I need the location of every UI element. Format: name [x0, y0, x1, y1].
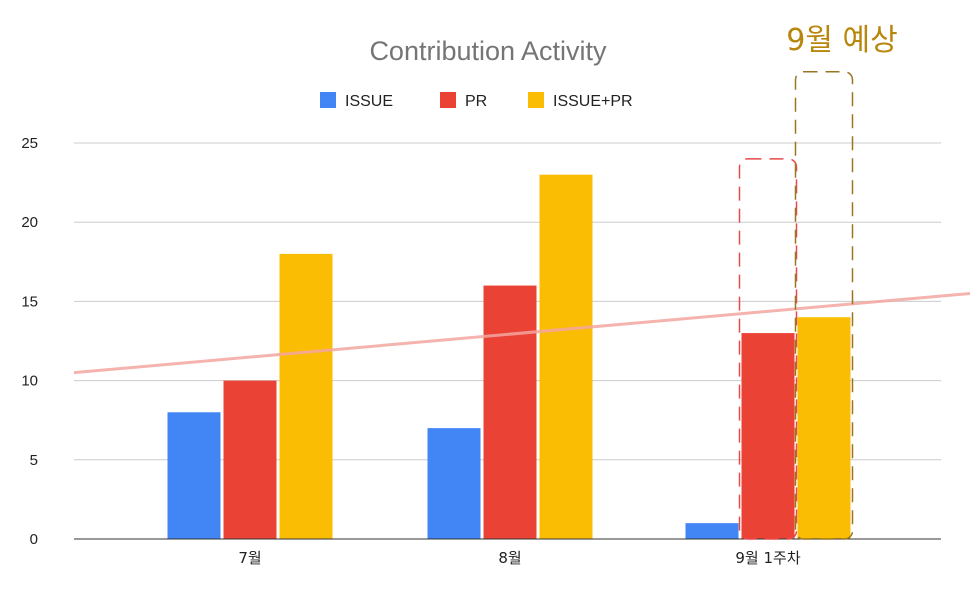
bar-pr: [223, 380, 277, 539]
trendline: [73, 291, 971, 375]
highlight-box: [738, 158, 798, 540]
bar-issue-pr: [279, 253, 333, 539]
legend-label: ISSUE: [345, 93, 393, 110]
legend: ISSUE PR ISSUE+PR: [320, 92, 633, 110]
y-tick-label: 10: [21, 373, 38, 390]
x-tick-label: 9월 1주차: [735, 549, 800, 567]
legend-label: ISSUE+PR: [553, 93, 633, 110]
legend-swatch: [440, 92, 456, 108]
y-axis-ticks: 0 5 10 15 20 25: [21, 135, 38, 548]
chart-title: Contribution Activity: [369, 36, 607, 66]
y-tick-label: 0: [30, 531, 38, 548]
bar-pr: [741, 333, 795, 539]
bar-issue-pr: [539, 174, 593, 539]
y-tick-label: 15: [21, 293, 38, 310]
forecast-annotation: 9월 예상: [786, 23, 897, 58]
legend-swatch: [528, 92, 544, 108]
bar-issue: [167, 412, 221, 539]
bar-issue: [427, 428, 481, 539]
y-tick-label: 20: [21, 214, 38, 231]
bar-pr: [483, 285, 537, 539]
highlight-box: [794, 70, 854, 540]
bar-issue: [685, 523, 739, 539]
bar-issue-pr: [797, 317, 851, 539]
bars: [167, 174, 851, 539]
y-tick-label: 25: [21, 135, 38, 152]
x-axis-labels: 7월 8월 9월 1주차: [238, 549, 800, 567]
x-tick-label: 7월: [238, 549, 261, 567]
legend-label: PR: [465, 93, 487, 110]
highlight-boxes: [738, 70, 854, 540]
y-tick-label: 5: [30, 452, 38, 469]
legend-swatch: [320, 92, 336, 108]
x-tick-label: 8월: [498, 549, 521, 567]
